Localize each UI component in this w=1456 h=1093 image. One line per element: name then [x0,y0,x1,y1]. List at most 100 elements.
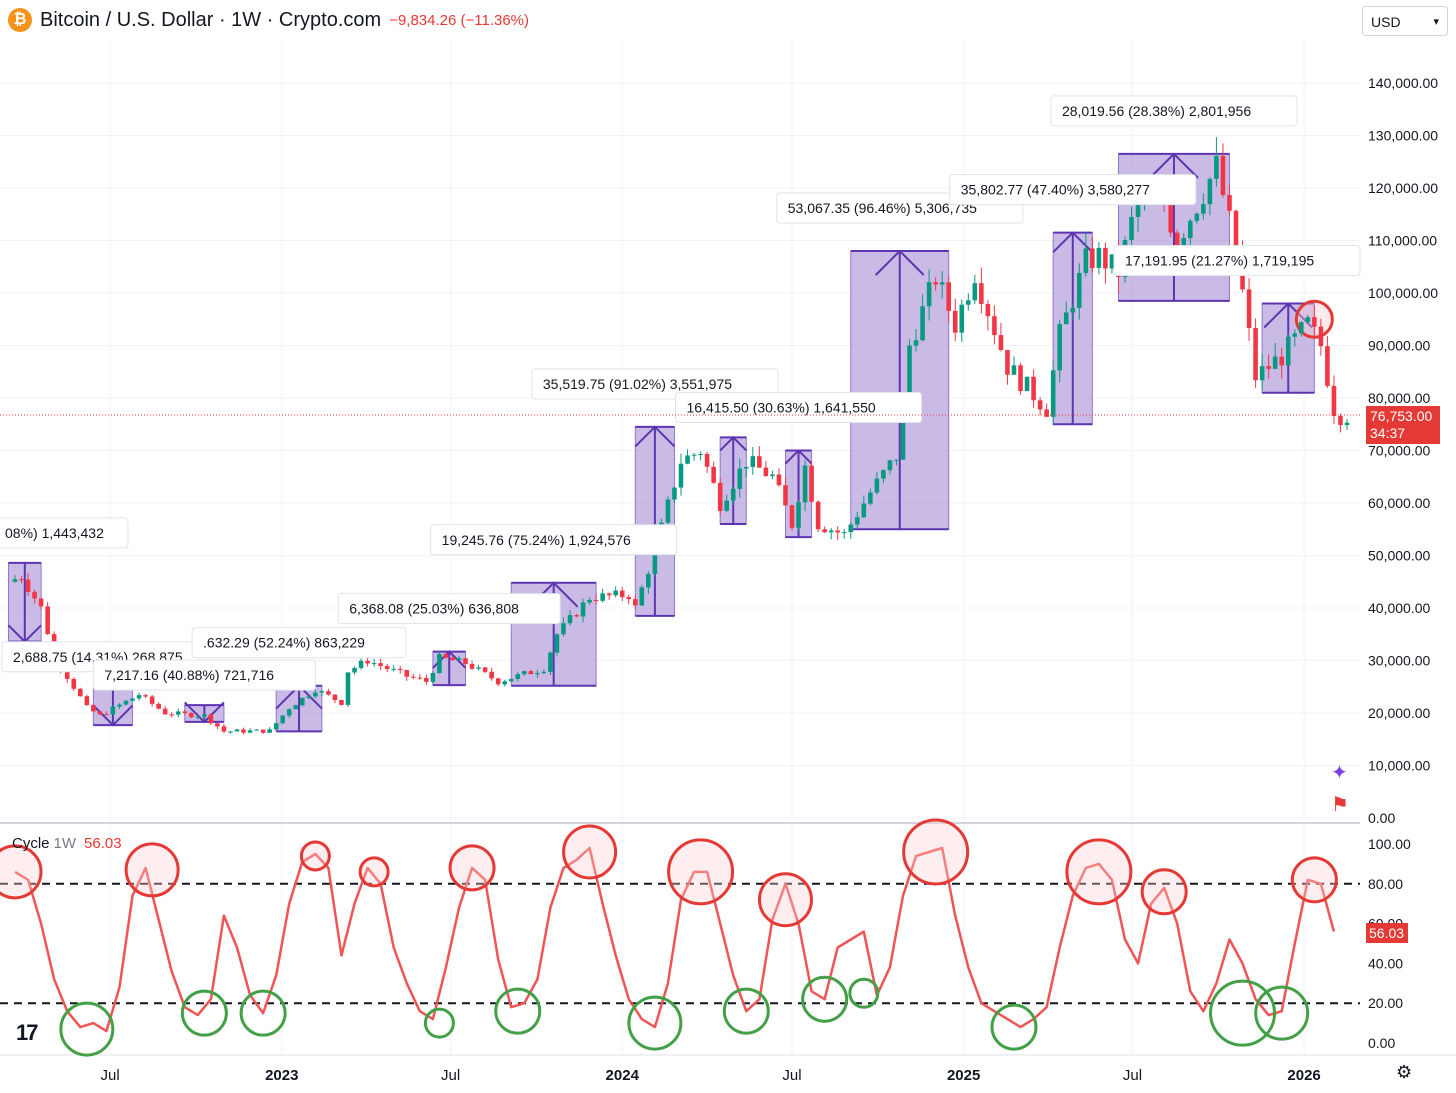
candle-body [156,703,161,709]
price-tick-label: 80,000.00 [1368,390,1430,406]
price-tick-label: 70,000.00 [1368,443,1430,459]
candle-body [724,500,729,511]
candle-body [97,711,103,715]
candle-body [443,653,449,658]
candle-body [900,395,906,460]
cycle-trough-circle [494,987,542,1035]
candle-body [247,730,253,733]
candle-body [502,681,507,685]
cycle-trough-circle [848,977,880,1009]
candle-body [195,716,201,718]
candle-body [424,678,429,682]
settings-gear-icon[interactable]: ⚙ [1396,1062,1413,1082]
candle-body [646,573,651,588]
time-tick-label: 2026 [1287,1067,1320,1084]
candle-body [104,714,109,716]
candle-body [665,499,671,523]
chevron-down-icon: ▾ [1433,16,1439,28]
cycle-trough-circle [801,975,849,1023]
last-price-tag: 76,753.00 34:37 [1366,406,1440,444]
candle-body [750,456,756,467]
range-label-box [1050,95,1298,127]
candle-body [221,726,227,732]
candle-body [189,713,194,718]
candle-body [411,676,416,678]
candle-body [273,723,279,730]
candle-body [1174,232,1180,248]
candle-body [1279,356,1284,366]
candle-body [639,587,645,606]
candle-body [241,729,246,733]
cycle-peak-circle [562,824,618,880]
cycle-peak-circle [902,818,970,886]
candle-body [561,623,566,635]
candle-body [313,692,318,697]
candle-body [1024,376,1030,392]
tradingview-logo-icon[interactable]: 17 [16,1020,39,1045]
currency-select[interactable]: USD ▾ [1362,6,1448,36]
last-price-value: 76,753.00 [1370,408,1433,424]
candle-body [1194,213,1200,221]
candle-body [339,700,344,705]
candle-body [894,459,899,461]
candle-body [1103,247,1108,269]
cycle-tick-label: 0.00 [1368,1035,1395,1051]
candle-body [78,688,83,697]
candle-body [404,670,410,677]
candle-body [522,671,527,675]
candle-body [554,634,560,653]
range-label-box [675,392,923,423]
cycle-trough-circle [239,989,287,1037]
arrow-up-icon [784,449,813,465]
symbol-title[interactable]: Bitcoin / U.S. Dollar · 1W · Crypto.com [40,8,382,31]
candle-body [352,667,357,673]
candle-body [959,304,965,333]
cycle-peak-circle [1140,868,1188,916]
candle-body [913,340,919,346]
candle-body [1135,196,1141,217]
cycle-trough-circle [990,1003,1038,1051]
price-tick-label: 110,000.00 [1368,233,1437,249]
candle-body [757,456,762,468]
range-label-box [949,174,1197,206]
candle-body [450,657,455,661]
candle-body [593,599,599,601]
candle-body [1338,416,1343,426]
candle-body [541,671,547,674]
candle-body [528,671,534,675]
sparkle-icon[interactable]: ✦ [1331,762,1348,784]
time-axis[interactable]: Jul 2023 Jul 2024 Jul 2025 Jul 2026 [101,1067,1321,1084]
candle-body [600,593,605,601]
candle-body [730,488,736,501]
candle-body [1285,336,1291,366]
candle-body [998,335,1004,351]
candle-body [535,673,540,675]
candle-body [358,660,364,668]
candle-body [1018,365,1023,392]
candle-body [887,460,893,471]
candle-body [926,282,932,307]
cycle-peak-circle [0,844,43,900]
candle-body [920,306,925,341]
candle-body [110,706,116,715]
candle-body [1266,366,1271,369]
candle-body [1188,220,1193,239]
price-tick-label: 30,000.00 [1368,653,1430,669]
cycle-peak-circle [667,838,735,906]
candle-body [162,708,168,715]
price-axis[interactable]: 0.00 10,000.00 20,000.00 30,000.00 40,000.00… [1368,75,1438,826]
candle-body [672,487,677,500]
candle-body [567,615,573,624]
cycle-trough-circle [1254,985,1310,1041]
candle-body [365,660,370,664]
indicator-header[interactable]: Cycle 1W 56.03 [12,835,122,852]
candle-body [633,599,638,606]
candle-body [208,714,214,724]
candle-body [1063,312,1069,325]
cycle-tick-label: 100.00 [1368,836,1411,852]
candle-body [417,677,423,679]
flag-icon[interactable]: ⚑ [1331,794,1349,816]
